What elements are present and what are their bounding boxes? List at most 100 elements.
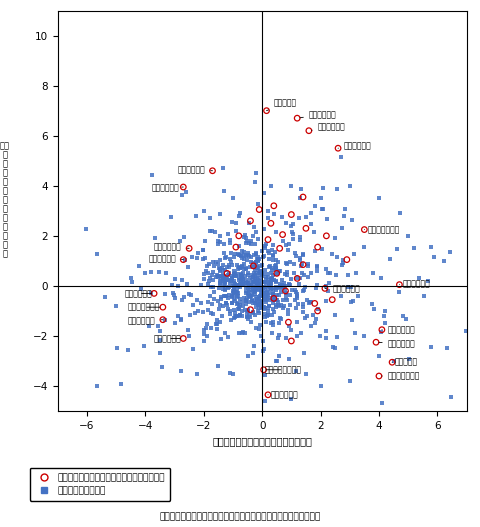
Point [285, 322, 292, 330]
Point [161, 290, 168, 298]
Point [267, 329, 275, 337]
Point [325, 279, 333, 288]
Point [249, 259, 256, 267]
Point [293, 114, 300, 122]
Point [202, 324, 209, 332]
Point [255, 325, 263, 334]
Point [214, 297, 221, 305]
Point [264, 301, 272, 310]
Point [270, 276, 277, 285]
Point [303, 296, 311, 304]
Point [253, 286, 261, 295]
Point [209, 288, 217, 297]
Point [286, 258, 293, 266]
Point [293, 292, 300, 300]
Point [221, 328, 228, 337]
Point [222, 262, 230, 271]
Point [309, 228, 317, 237]
Point [281, 219, 289, 228]
Point [259, 366, 267, 374]
Point [209, 276, 216, 284]
Point [297, 184, 305, 193]
Point [222, 299, 229, 307]
Point [261, 291, 268, 300]
Point [264, 311, 272, 319]
Point [332, 185, 340, 193]
Point [240, 294, 247, 302]
Point [370, 305, 377, 313]
Point [252, 277, 259, 286]
Point [226, 315, 234, 324]
Point [218, 285, 226, 294]
Point [241, 296, 249, 305]
Point [267, 311, 275, 319]
X-axis label: （横軸）地域活性化軸（第３主成分）: （横軸）地域活性化軸（第３主成分） [212, 436, 312, 446]
Point [380, 319, 388, 328]
Point [229, 267, 237, 276]
Point [243, 306, 251, 314]
Point [305, 298, 313, 307]
Point [231, 243, 239, 251]
Point [304, 260, 312, 268]
Point [232, 289, 240, 297]
Point [215, 264, 222, 272]
Point [208, 300, 216, 309]
Point [237, 271, 244, 279]
Point [267, 285, 275, 294]
Point [377, 398, 385, 407]
Text: 富山県富山市: 富山県富山市 [177, 165, 212, 174]
Point [199, 329, 207, 338]
Point [260, 189, 267, 198]
Point [255, 267, 263, 276]
Point [271, 296, 278, 304]
Point [284, 240, 292, 248]
Point [255, 285, 263, 294]
Point [248, 308, 256, 317]
Point [230, 269, 238, 278]
Point [150, 289, 157, 298]
Point [287, 337, 295, 345]
Point [240, 259, 248, 268]
Point [252, 263, 260, 271]
Point [296, 254, 304, 262]
Point [226, 310, 234, 319]
Point [222, 299, 230, 307]
Point [239, 328, 246, 337]
Point [343, 271, 351, 279]
Point [310, 299, 318, 308]
Point [219, 266, 227, 274]
Point [245, 263, 253, 271]
Point [135, 262, 143, 270]
Point [322, 327, 330, 335]
Point [323, 214, 331, 223]
Point [174, 311, 181, 320]
Point [177, 315, 184, 323]
Point [285, 279, 292, 288]
Point [233, 287, 240, 296]
Point [261, 295, 269, 304]
Point [220, 187, 228, 195]
Point [238, 269, 246, 278]
Point [286, 275, 294, 284]
Point [282, 289, 289, 298]
Point [205, 291, 213, 300]
Point [351, 344, 359, 353]
Point [262, 272, 269, 281]
Point [263, 214, 271, 222]
Point [230, 287, 238, 296]
Point [213, 316, 220, 325]
Point [150, 234, 158, 242]
Point [263, 295, 270, 304]
Point [258, 284, 266, 292]
Point [274, 331, 282, 339]
Point [380, 312, 387, 320]
Point [279, 282, 287, 291]
Point [270, 248, 278, 257]
Point [258, 302, 266, 311]
Point [239, 277, 247, 286]
Point [268, 286, 276, 295]
Point [419, 292, 427, 300]
Point [101, 293, 108, 301]
Point [251, 276, 259, 285]
Point [299, 260, 306, 269]
